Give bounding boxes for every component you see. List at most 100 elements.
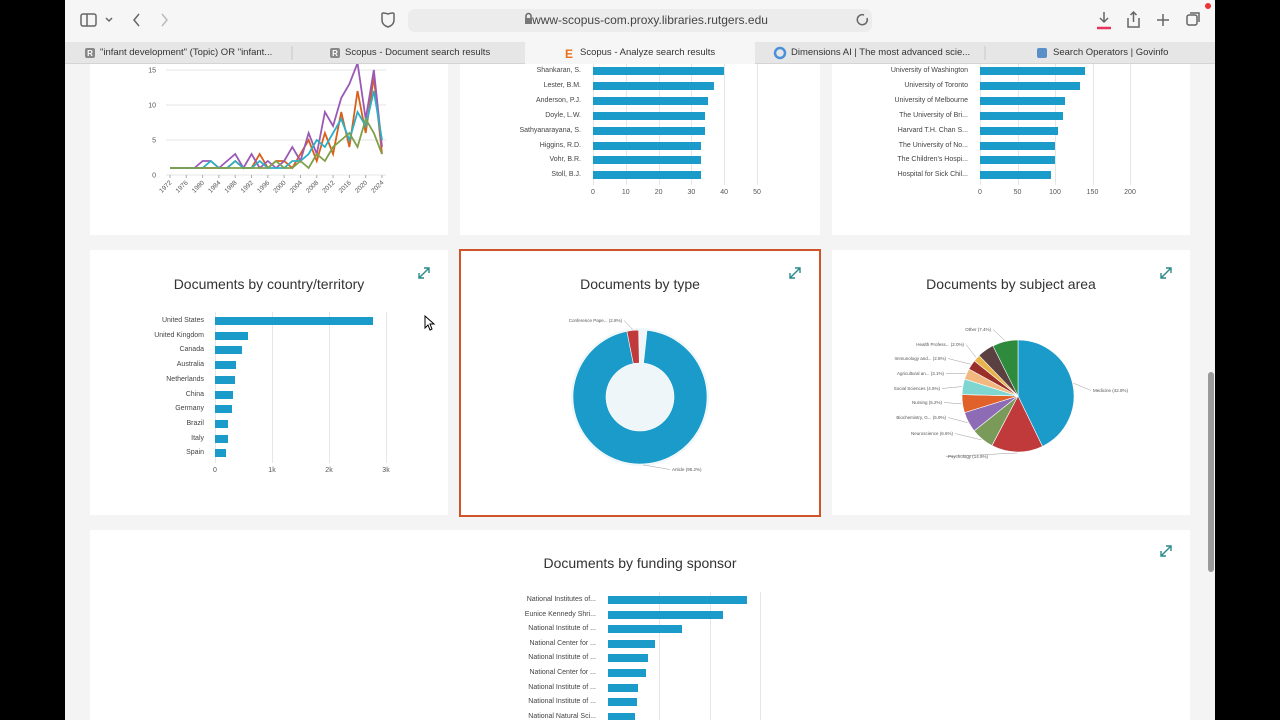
chart-title: Documents by type bbox=[580, 276, 700, 292]
bar bbox=[608, 683, 638, 692]
bar bbox=[608, 596, 747, 604]
slice bbox=[572, 330, 708, 465]
bar bbox=[980, 141, 1055, 150]
y-tick-label: 0 bbox=[152, 173, 156, 180]
bar bbox=[215, 331, 249, 340]
slice-label: Other (7.4%) bbox=[965, 327, 991, 332]
bar bbox=[593, 81, 715, 90]
slice-label: Social Sciences (4.5%) bbox=[894, 386, 941, 391]
leader-line bbox=[947, 417, 968, 423]
bar-label: Vohr, B.R. bbox=[549, 156, 581, 164]
bar bbox=[593, 111, 705, 120]
bar-label: National Center for ... bbox=[529, 639, 596, 647]
expand-icons[interactable] bbox=[418, 267, 1172, 557]
bar bbox=[593, 156, 702, 165]
bar bbox=[980, 126, 1058, 135]
leader-line bbox=[965, 344, 977, 358]
tab-title[interactable]: Scopus - Document search results bbox=[345, 47, 491, 58]
grid-line bbox=[329, 312, 330, 463]
bar-label: University of Toronto bbox=[904, 81, 968, 89]
bar-label: Germany bbox=[175, 405, 204, 413]
x-tick-label: 1980 bbox=[191, 179, 206, 194]
bar bbox=[593, 141, 702, 150]
line-series bbox=[170, 76, 383, 170]
chart-title: Documents by funding sponsor bbox=[543, 555, 737, 571]
x-tick-label: 2000 bbox=[272, 179, 287, 194]
x-tick-label: 2012 bbox=[321, 179, 336, 194]
url[interactable]: www-scopus-com.proxy.libraries.rutgers.e… bbox=[532, 13, 768, 27]
x-tick-label: 10 bbox=[621, 189, 630, 196]
cursor bbox=[424, 314, 436, 331]
bar-label: The University of Bri... bbox=[899, 111, 968, 119]
x-tick-label: 1984 bbox=[207, 179, 222, 194]
slice bbox=[992, 339, 1019, 397]
bar bbox=[593, 126, 705, 135]
slice bbox=[973, 355, 1019, 397]
x-tick-label: 2k bbox=[325, 467, 333, 474]
grid-line bbox=[272, 312, 273, 463]
bar-label: Spain bbox=[186, 449, 204, 457]
svg-text:R: R bbox=[332, 49, 338, 58]
bar-label: Harvard T.H. Chan S... bbox=[897, 126, 968, 134]
bar-label: Higgins, R.D. bbox=[539, 141, 581, 149]
x-tick-label: 2020 bbox=[354, 179, 369, 194]
bar bbox=[215, 405, 233, 414]
tab-title[interactable]: Scopus - Analyze search results bbox=[580, 47, 716, 58]
leader-line bbox=[947, 358, 971, 365]
bar-label: Hospital for Sick Chil... bbox=[897, 171, 968, 179]
line-series bbox=[170, 64, 383, 170]
grid-line bbox=[1055, 64, 1056, 185]
leader-line bbox=[941, 386, 962, 389]
bar-label: China bbox=[185, 390, 204, 398]
bar bbox=[608, 625, 682, 634]
bar bbox=[980, 156, 1055, 165]
leader-line bbox=[1073, 382, 1092, 391]
scrollbar-thumb[interactable] bbox=[1208, 372, 1214, 572]
slice bbox=[1017, 339, 1075, 447]
chart-title: Documents by country/territory bbox=[173, 276, 365, 292]
bar bbox=[980, 81, 1080, 90]
leader-line bbox=[643, 464, 671, 470]
x-tick-label: 2004 bbox=[289, 179, 304, 194]
bar-label: National Institute of ... bbox=[528, 683, 596, 691]
y-tick-label: 15 bbox=[148, 68, 156, 75]
x-tick-label: 20 bbox=[654, 189, 663, 196]
x-tick-label: 50 bbox=[753, 189, 761, 196]
bar-label: The Children's Hospi... bbox=[897, 156, 968, 164]
slice-label: Psychology (14.9%) bbox=[948, 454, 989, 459]
grid-line bbox=[1017, 64, 1019, 185]
bar bbox=[215, 449, 226, 458]
x-tick-label: 50 bbox=[1013, 189, 1022, 196]
bar bbox=[593, 171, 702, 180]
bar-label: Eunice Kennedy Shri... bbox=[524, 610, 596, 618]
grid-line bbox=[593, 64, 594, 185]
grid-line bbox=[1130, 64, 1131, 185]
tab-title[interactable]: Search Operators | Govinfo bbox=[1053, 47, 1169, 58]
bar bbox=[608, 669, 646, 677]
bar-label: University of Washington bbox=[890, 67, 968, 74]
tab-title[interactable]: Dimensions AI | The most advanced scie..… bbox=[791, 47, 971, 58]
bar-label: University of Melbourne bbox=[894, 96, 968, 104]
slice-label: Nursing (5.2%) bbox=[912, 400, 943, 405]
grid-line bbox=[658, 64, 660, 185]
bar bbox=[593, 67, 725, 75]
slice-label: Immunology and... (2.8%) bbox=[894, 356, 946, 361]
bar-label: Doyle, L.W. bbox=[545, 111, 581, 119]
x-tick-label: 200 bbox=[1124, 189, 1136, 196]
address-bar[interactable] bbox=[408, 9, 872, 32]
notification-dot bbox=[1205, 3, 1211, 9]
tab-title[interactable]: "infant development" (Topic) OR "infant.… bbox=[100, 47, 273, 58]
active-tab[interactable] bbox=[525, 42, 755, 64]
x-tick-label: 0 bbox=[978, 189, 982, 196]
grid-line bbox=[757, 64, 758, 185]
bar bbox=[608, 654, 649, 663]
slice-label: Medicine (42.8%) bbox=[1093, 388, 1129, 393]
y-tick-label: 5 bbox=[152, 138, 156, 145]
x-tick-label: 30 bbox=[687, 189, 696, 196]
bar-label: Anderson, P.J. bbox=[535, 96, 581, 104]
toolbar-icons bbox=[80, 10, 1200, 30]
slice-label: Conference Pape... (2.8%) bbox=[569, 318, 623, 323]
bar bbox=[608, 610, 723, 619]
